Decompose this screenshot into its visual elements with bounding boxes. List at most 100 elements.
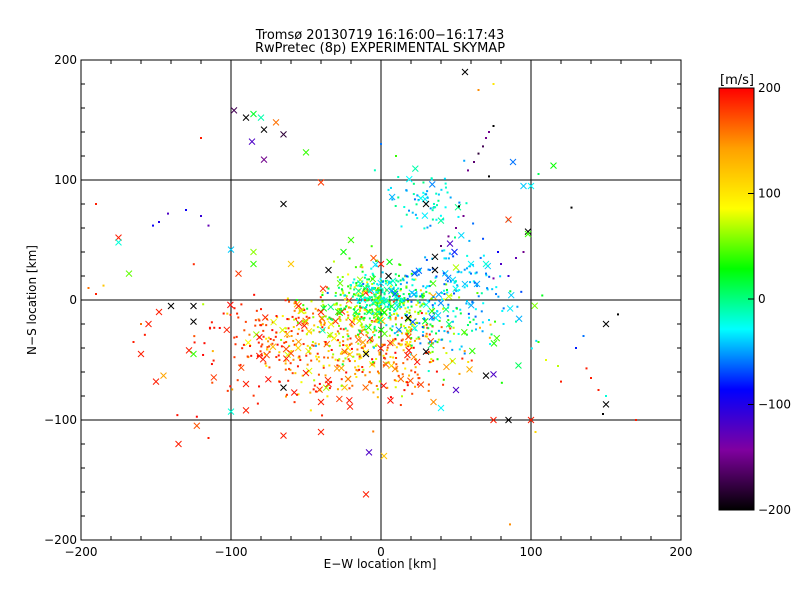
data-point-dot [288,367,291,370]
data-point-dot [403,389,406,392]
data-point-dot [418,267,421,270]
data-point-dot [394,323,397,326]
data-point-dot [421,294,424,297]
x-tick-label: −200 [65,545,98,559]
data-point-dot [369,341,372,344]
data-point-dot [475,323,478,326]
data-point-dot [419,289,422,292]
data-point-dot [426,226,429,229]
data-point-dot [317,343,320,346]
data-point-dot [481,321,484,324]
data-point-dot [312,312,315,315]
data-point-cross [298,307,305,315]
data-point-dot [404,313,407,316]
data-point-dot [339,293,342,296]
data-point-dot [347,300,350,303]
data-point-dot [303,308,306,311]
data-point-dot [427,389,430,392]
data-point-dot [445,352,448,355]
data-point-dot [404,274,407,277]
data-point-dot [474,315,477,318]
data-point-dot [385,324,388,327]
data-point-dot [381,289,384,292]
data-point-cross [550,162,557,169]
data-point-dot [416,194,419,197]
data-point-dot [388,300,391,303]
data-point-cross [446,240,454,247]
data-point-dot [411,211,414,214]
data-point-dot [360,346,363,349]
data-point-dot [394,316,397,319]
data-point-dot [443,257,446,260]
data-point-cross [283,330,291,338]
data-point-dot [495,293,498,296]
data-point-dot [406,300,409,303]
data-point-dot [348,257,351,260]
data-point-dot [389,327,392,330]
data-point-dot [362,368,365,371]
data-point-dot [414,385,417,388]
data-point-dot [364,274,367,277]
data-point-cross [356,280,364,287]
data-point-dot [324,341,327,344]
data-point-dot [367,298,370,301]
data-point-cross [369,299,377,307]
data-point-dot [378,301,381,304]
data-point-dot [260,354,263,357]
data-point-dot [360,356,363,359]
data-point-cross [454,203,462,211]
data-point-dot [256,355,259,358]
data-point-dot [344,350,347,353]
data-point-dot [435,192,438,195]
data-point-dot [442,298,445,301]
data-point-dot [292,339,295,342]
data-point-dot [298,355,301,358]
data-point-dot [364,325,367,328]
data-point-dot [260,345,263,348]
data-point-cross [377,260,385,268]
data-point-dot [394,351,397,354]
data-point-dot [276,343,279,346]
data-point-dot [397,287,400,290]
data-point-cross [369,275,377,283]
data-point-dot [309,391,312,394]
data-point-dot [331,356,334,359]
data-point-dot [95,293,97,295]
data-point-dot [387,306,390,309]
data-point-cross [372,261,379,268]
data-point-dot [259,350,262,353]
data-point-dot [373,298,376,301]
data-point-dot [408,311,411,314]
data-point-dot [472,222,475,225]
data-point-dot [290,350,293,353]
data-point-dot [334,358,337,361]
data-point-cross [302,149,310,156]
data-point-dot [260,324,263,327]
data-point-cross [377,316,384,324]
data-point-dot [334,294,337,297]
data-point-dot [252,394,255,397]
data-point-dot [399,264,402,267]
data-point-dot [450,294,453,297]
data-point-dot [423,227,426,230]
data-point-dot [392,356,395,359]
data-point-dot [332,260,335,263]
data-point-cross [467,301,475,309]
chart-title: Tromsø 20130719 16:16:00−16:17:43 [255,28,505,43]
data-point-dot [515,257,517,259]
data-point-dot [410,344,413,347]
data-point-dot [448,252,451,255]
data-point-dot [373,325,376,328]
data-point-dot [397,374,400,377]
data-point-dot [388,334,391,337]
data-point-dot [292,326,295,329]
data-point-dot [457,270,460,273]
data-point-dot [419,310,422,313]
data-point-dot [363,276,366,279]
data-point-dot [389,396,392,399]
data-point-dot [400,343,403,346]
data-point-dot [373,334,376,337]
data-point-dot [425,332,428,335]
data-point-dot [377,300,380,303]
data-point-dot [353,308,356,311]
